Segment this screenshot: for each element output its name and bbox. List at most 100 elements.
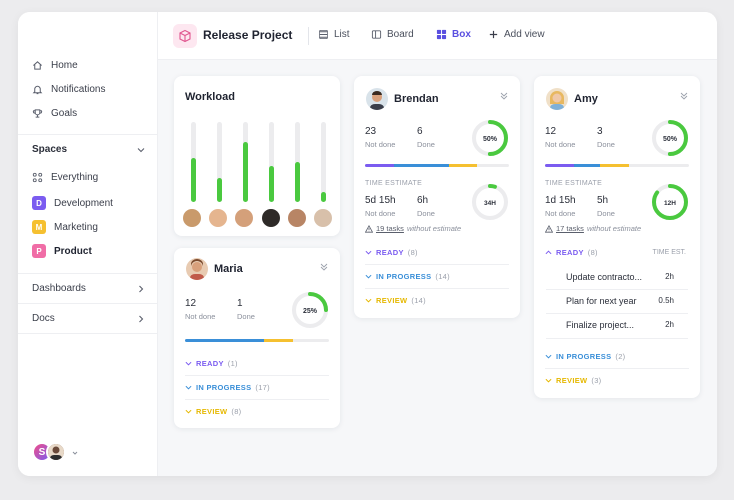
divider [546, 289, 688, 290]
workload-avatar[interactable] [183, 209, 201, 227]
workload-bar-track [321, 122, 326, 202]
group-ready[interactable]: READY (8) [545, 248, 598, 257]
sidebar-item-everything[interactable]: Everything [32, 169, 98, 185]
brendan-avatar[interactable] [366, 88, 388, 110]
group-count: (8) [407, 248, 418, 257]
sidebar-item-notifications[interactable]: Notifications [32, 81, 105, 97]
tab-list[interactable]: List [318, 29, 350, 40]
chevron-down-icon [365, 250, 372, 255]
chevron-up-icon [545, 250, 552, 255]
progress-ring: 50% [472, 120, 508, 156]
status-bar [185, 339, 329, 342]
progress-percent: 25% [303, 308, 318, 315]
home-icon [33, 60, 42, 70]
group-ready[interactable]: READY (1) [185, 359, 238, 368]
chevron-right-icon[interactable] [137, 285, 145, 293]
workload-bar-track [269, 122, 274, 202]
warning-icon [365, 224, 373, 233]
task-name: Plan for next year [566, 296, 637, 306]
task-row[interactable]: Finalize project... 2h [546, 314, 688, 336]
workload-bars [188, 122, 338, 202]
chevron-right-icon[interactable] [137, 315, 145, 323]
maria-name: Maria [214, 263, 243, 275]
warning-link[interactable]: 17 tasks [556, 224, 584, 233]
workload-avatar[interactable] [288, 209, 306, 227]
group-label: REVIEW [196, 407, 228, 416]
group-label: READY [556, 248, 584, 257]
time-estimate-label: TIME ESTIMATE [365, 180, 423, 187]
task-estimate[interactable]: 2h [665, 320, 674, 329]
page-title: Release Project [203, 28, 293, 42]
board-icon [371, 30, 382, 39]
collapse-icon[interactable] [500, 92, 508, 100]
task-name: Update contracto... [566, 272, 643, 282]
amy-avatar[interactable] [546, 88, 568, 110]
group-in-progress[interactable]: IN PROGRESS (14) [365, 272, 450, 281]
sidebar-divider [18, 303, 158, 304]
bell-icon [32, 85, 43, 94]
workload-bar [217, 178, 222, 202]
not-done-count: 12 [185, 298, 197, 309]
warning-link[interactable]: 19 tasks [376, 224, 404, 233]
tab-box[interactable]: Box [436, 29, 471, 40]
tab-board[interactable]: Board [371, 29, 414, 40]
sidebar-item-dashboards[interactable]: Dashboards [32, 283, 86, 294]
sidebar-item-goals[interactable]: Goals [32, 105, 77, 121]
sidebar-space-development[interactable]: D Development [32, 195, 113, 211]
task-row[interactable]: Update contracto... 2h [546, 266, 688, 288]
collapse-icon[interactable] [320, 263, 328, 271]
sidebar-item-docs[interactable]: Docs [32, 313, 55, 324]
add-view-label: Add view [504, 29, 545, 40]
collapse-icon[interactable] [680, 92, 688, 100]
header-divider [308, 27, 309, 45]
tab-label: Box [452, 29, 471, 40]
task-estimate[interactable]: 0.5h [658, 296, 674, 305]
brendan-card: Brendan 23 Not done 6 Done 50% TIME ESTI… [354, 76, 520, 318]
workload-avatar[interactable] [209, 209, 227, 227]
group-label: READY [196, 359, 224, 368]
workload-avatar[interactable] [314, 209, 332, 227]
done-count: 1 [237, 298, 243, 309]
task-estimate[interactable]: 2h [665, 272, 674, 281]
group-label: IN PROGRESS [556, 352, 612, 361]
maria-avatar[interactable] [186, 258, 208, 280]
workload-avatar[interactable] [235, 209, 253, 227]
chevron-down-icon [545, 354, 552, 359]
sidebar-space-product[interactable]: P Product [32, 243, 92, 259]
missing-estimate-warning[interactable]: 19 tasks without estimate [365, 224, 461, 233]
group-review[interactable]: REVIEW (14) [365, 296, 426, 305]
trophy-icon [32, 108, 43, 118]
sidebar-item-label: Goals [51, 107, 78, 119]
group-review[interactable]: REVIEW (8) [185, 407, 241, 416]
divider [185, 375, 329, 376]
sidebar-item-label: Development [54, 197, 113, 209]
sidebar-item-home[interactable]: Home [32, 57, 78, 73]
chevron-down-icon[interactable] [137, 146, 145, 154]
group-review[interactable]: REVIEW (3) [545, 376, 601, 385]
workload-bar [295, 162, 300, 202]
secondary-avatar[interactable] [46, 442, 66, 462]
progress-ring: 50% [652, 120, 688, 156]
sidebar-item-label: Product [54, 245, 92, 257]
missing-estimate-warning[interactable]: 17 tasks without estimate [545, 224, 641, 233]
chevron-down-icon[interactable] [72, 450, 78, 456]
group-ready[interactable]: READY (8) [365, 248, 418, 257]
chevron-down-icon [185, 385, 192, 390]
not-done-count: 12 [545, 126, 557, 137]
task-row[interactable]: Plan for next year 0.5h [546, 290, 688, 312]
group-count: (17) [255, 383, 270, 392]
status-bar [365, 164, 509, 167]
add-view-button[interactable]: Add view [488, 29, 545, 40]
divider [185, 399, 329, 400]
workload-bar [243, 142, 248, 202]
group-in-progress[interactable]: IN PROGRESS (17) [185, 383, 270, 392]
sidebar: Home Notifications Goals Spaces Everythi… [18, 12, 158, 476]
spaces-title[interactable]: Spaces [32, 144, 68, 155]
workload-avatar[interactable] [262, 209, 280, 227]
not-done-label: Not done [185, 312, 216, 321]
sidebar-space-marketing[interactable]: M Marketing [32, 219, 98, 235]
sidebar-divider [18, 333, 158, 334]
group-in-progress[interactable]: IN PROGRESS (2) [545, 352, 625, 361]
grid-dots-icon [32, 172, 43, 182]
group-label: IN PROGRESS [196, 383, 252, 392]
